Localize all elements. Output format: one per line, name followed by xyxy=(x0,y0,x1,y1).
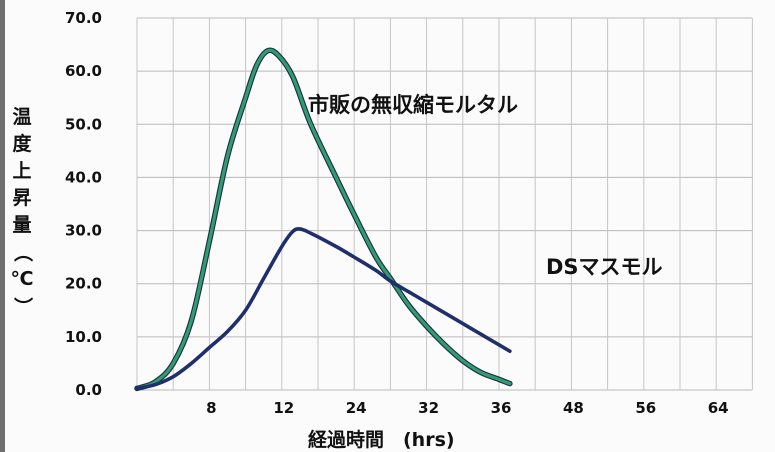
y-axis-label-char: ） xyxy=(11,296,34,316)
x-axis-label: 経過時間 (hrs) xyxy=(308,429,455,451)
y-axis-label-char: 昇 xyxy=(12,187,32,209)
y-axis-label-char: 度 xyxy=(12,133,32,155)
x-tick-label: 56 xyxy=(635,399,656,417)
grid xyxy=(136,17,753,391)
y-axis-label-char: （ xyxy=(11,242,34,262)
y-tick-label: 0.0 xyxy=(75,381,102,399)
x-tick-label: 64 xyxy=(708,399,729,417)
series-label-ds-masmol: DSマスモル xyxy=(546,255,663,279)
series-label-commercial-mortar: 市販の無収縮モルタル xyxy=(308,93,518,117)
x-tick-label: 48 xyxy=(563,399,584,417)
x-tick-label: 36 xyxy=(491,399,512,417)
x-axis-ticks: 8 12 24 32 36 48 56 64 xyxy=(206,399,728,417)
y-axis-label: 温度上昇量 （ ℃ ） xyxy=(8,104,36,320)
series-line-ds-masmol xyxy=(135,227,512,391)
y-axis-label-char: 上 xyxy=(12,160,32,182)
y-tick-label: 60.0 xyxy=(65,62,102,80)
y-tick-label: 40.0 xyxy=(65,168,102,186)
y-tick-label: 30.0 xyxy=(65,222,102,240)
y-tick-label: 50.0 xyxy=(65,115,102,133)
scan-edge xyxy=(0,0,5,452)
x-tick-label: 32 xyxy=(418,399,439,417)
y-axis-ticks: 0.0 10.0 20.0 30.0 40.0 50.0 60.0 70.0 xyxy=(65,9,102,399)
x-tick-label: 12 xyxy=(273,399,294,417)
y-axis-label-char: ℃ xyxy=(10,268,34,290)
x-tick-label: 8 xyxy=(206,399,216,417)
y-axis-label-char: 温 xyxy=(12,106,32,128)
y-tick-label: 70.0 xyxy=(65,9,102,27)
series-lines xyxy=(134,47,513,392)
y-tick-label: 20.0 xyxy=(65,275,102,293)
y-axis-label-char: 量 xyxy=(12,214,32,236)
series-line-commercial-mortar xyxy=(135,48,512,391)
x-tick-label: 24 xyxy=(346,399,367,417)
y-tick-label: 10.0 xyxy=(65,328,102,346)
